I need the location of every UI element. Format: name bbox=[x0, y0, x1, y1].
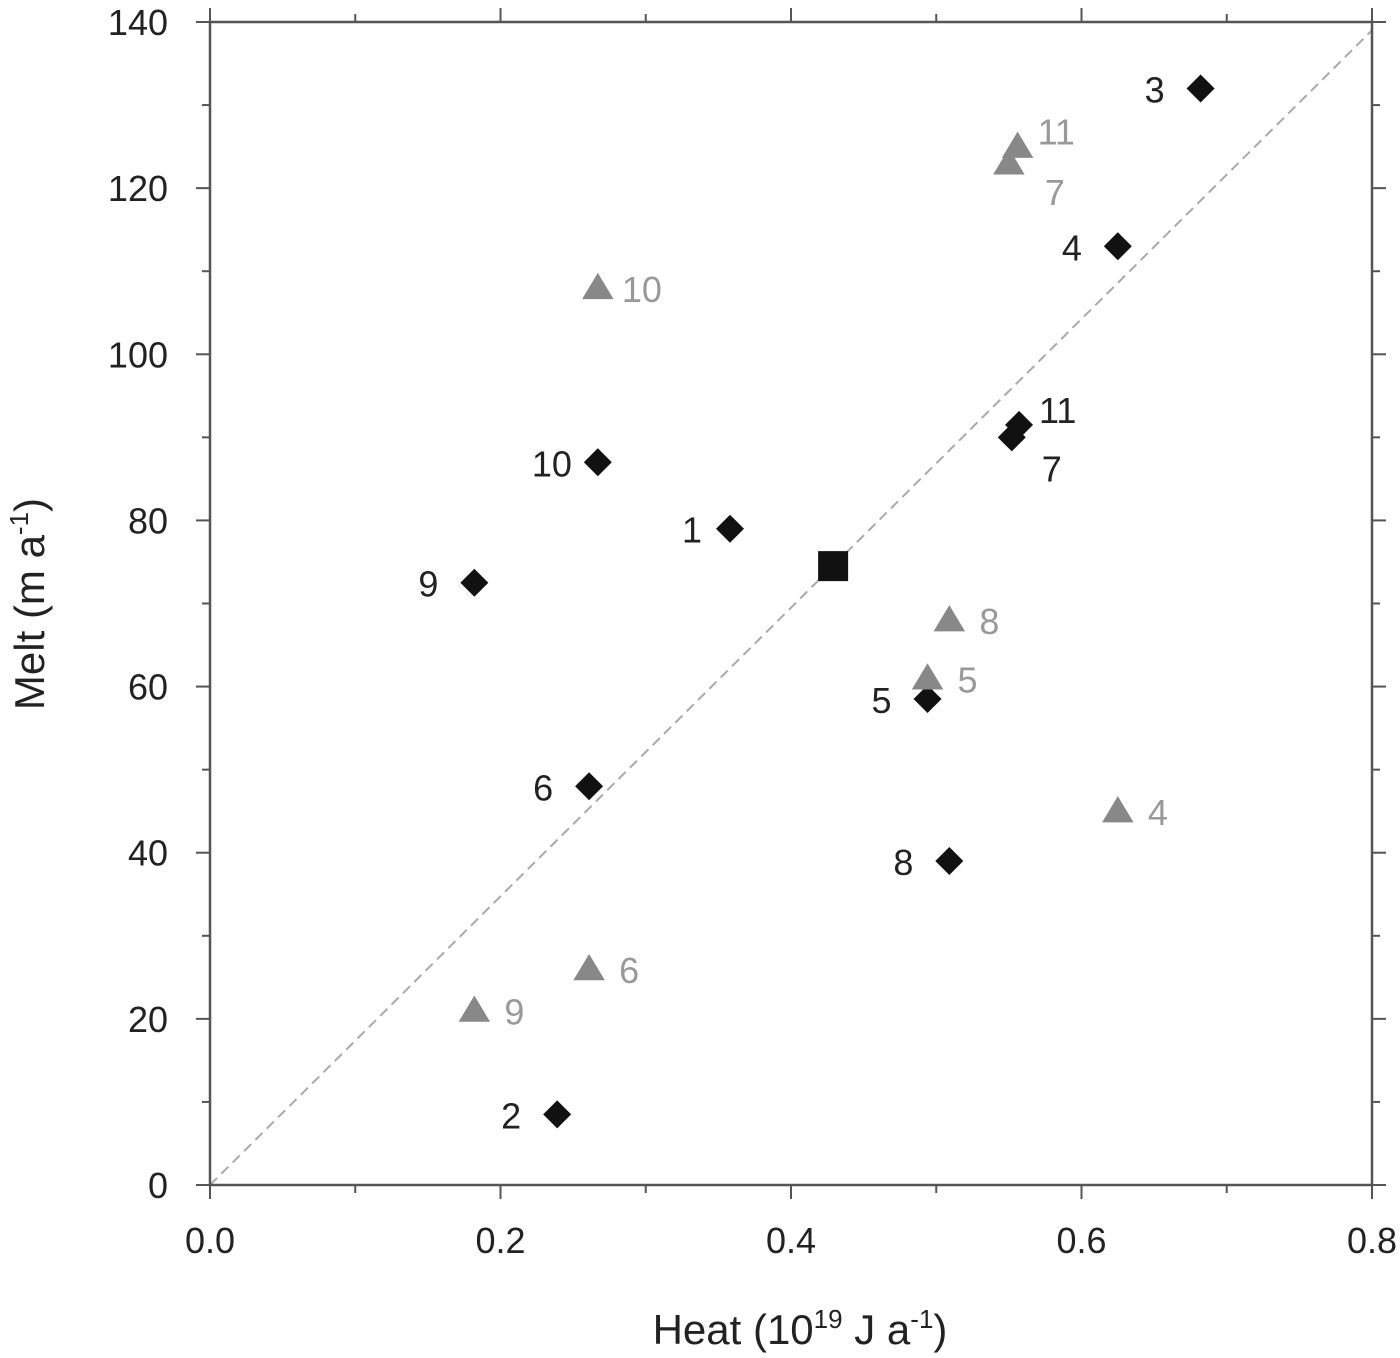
point-label: 1 bbox=[682, 510, 702, 551]
data-markers bbox=[458, 74, 1215, 1129]
diamond-marker bbox=[913, 685, 942, 714]
triangle-marker bbox=[458, 995, 491, 1022]
y-tick-label: 20 bbox=[128, 999, 168, 1040]
point-label: 3 bbox=[1145, 69, 1165, 110]
triangle-marker bbox=[1001, 131, 1034, 158]
diamond-marker bbox=[583, 448, 612, 477]
point-labels: 1 2 3 4 5 6 7 8 9 10 11 4 5 6 7 8 9 10 11 bbox=[418, 69, 1167, 1136]
point-label: 10 bbox=[532, 443, 572, 484]
y-axis-tick-labels: 0 20 40 60 80 100 120 140 bbox=[108, 2, 168, 1206]
x-tick-label: 0.8 bbox=[1347, 1220, 1397, 1261]
y-tick-label: 140 bbox=[108, 2, 168, 43]
diamond-marker bbox=[715, 514, 744, 543]
point-label: 9 bbox=[418, 564, 438, 605]
point-label: 4 bbox=[1062, 227, 1082, 268]
point-label: 7 bbox=[1045, 172, 1065, 213]
axis-ticks bbox=[196, 8, 1386, 1199]
y-tick-label: 120 bbox=[108, 168, 168, 209]
triangle-marker bbox=[582, 272, 614, 300]
x-tick-label: 0.4 bbox=[766, 1220, 816, 1261]
diamond-marker bbox=[1005, 410, 1034, 439]
point-label: 11 bbox=[1039, 390, 1076, 431]
square-marker bbox=[818, 551, 849, 582]
point-label: 7 bbox=[1042, 448, 1062, 489]
y-tick-label: 100 bbox=[108, 334, 168, 375]
point-label: 8 bbox=[893, 842, 913, 883]
diamond-marker bbox=[460, 568, 489, 597]
x-axis-title: Heat (1019 J a-1) bbox=[653, 1304, 948, 1353]
y-tick-label: 0 bbox=[148, 1165, 168, 1206]
triangle-marker bbox=[993, 148, 1025, 175]
point-label: 11 bbox=[1038, 112, 1075, 153]
triangle-marker bbox=[573, 954, 605, 981]
x-tick-label: 0.6 bbox=[1056, 1220, 1106, 1261]
diamond-marker bbox=[1103, 232, 1132, 261]
y-tick-label: 60 bbox=[128, 667, 168, 708]
point-label: 6 bbox=[619, 950, 639, 991]
triangle-marker bbox=[933, 605, 966, 632]
x-axis-tick-labels: 0.0 0.2 0.4 0.6 0.8 bbox=[185, 1220, 1397, 1261]
point-label: 6 bbox=[533, 767, 553, 808]
point-label: 5 bbox=[958, 659, 978, 700]
x-tick-label: 0.2 bbox=[475, 1220, 525, 1261]
diamond-marker bbox=[935, 847, 964, 876]
point-label: 2 bbox=[501, 1095, 521, 1136]
diamond-marker bbox=[1186, 74, 1215, 103]
x-tick-label: 0.0 bbox=[185, 1220, 235, 1261]
reference-line bbox=[209, 29, 1373, 1186]
y-axis-title: Melt (m a-1) bbox=[4, 498, 53, 710]
point-label: 4 bbox=[1148, 792, 1168, 833]
point-label: 8 bbox=[979, 601, 999, 642]
y-tick-label: 80 bbox=[128, 500, 168, 541]
diamond-marker bbox=[575, 772, 604, 801]
plot-frame bbox=[208, 20, 1374, 1187]
triangle-marker bbox=[1102, 796, 1134, 823]
point-label: 5 bbox=[872, 680, 892, 721]
triangle-marker bbox=[911, 663, 944, 690]
diamond-marker bbox=[543, 1100, 572, 1129]
y-tick-label: 40 bbox=[128, 833, 168, 874]
point-label: 10 bbox=[622, 269, 662, 310]
point-label: 9 bbox=[504, 992, 524, 1033]
